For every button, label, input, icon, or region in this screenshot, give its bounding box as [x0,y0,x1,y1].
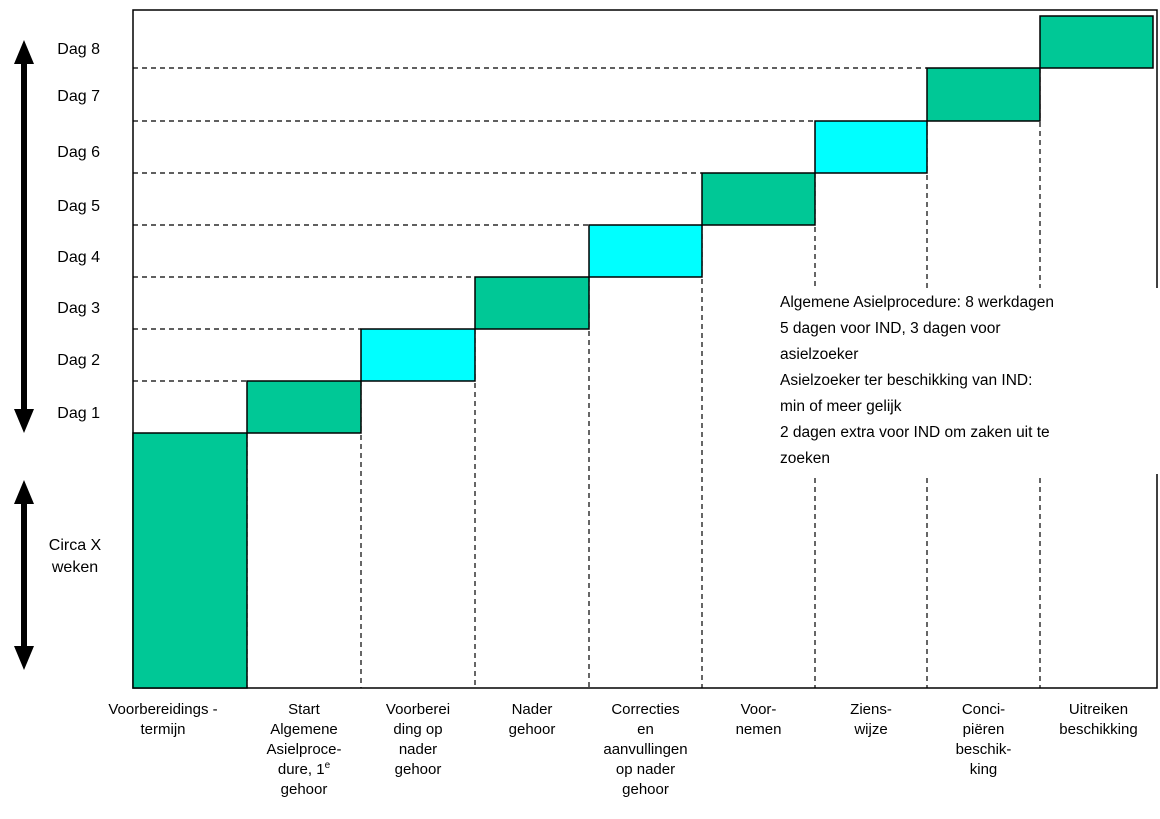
weeks-range-arrow [14,480,34,670]
stage-block [588,224,703,278]
stage-label-text: termijn [140,721,186,738]
stage-label: Conci-piëren beschik-king [924,700,1044,780]
day-range-arrow [14,40,34,433]
procedure-note: Algemene Asielprocedure: 8 werkdagen 5 d… [776,288,1160,474]
stage-block [246,380,362,434]
stage-label-text: op nader [615,761,676,778]
stage-label: Ziens-wijze [811,700,931,740]
stage-label-text: Voor- [740,701,777,718]
stage-label-line: beschikking [1039,720,1159,740]
stage-label-text: ding op [393,721,443,738]
stage-label-line: nader [358,740,478,760]
stage-label-line: ding op [358,720,478,740]
stage-label-text: gehoor [280,781,328,798]
day-label: Dag 3 [57,300,100,317]
stage-label-line: Conci- [924,700,1044,720]
note-line: zoeken [780,450,830,467]
stage-label-line: en [586,720,706,740]
stage-block [701,172,816,226]
stage-block [926,67,1041,122]
stage-label-line: Voor- [699,700,819,720]
stage-label-text: piëren [962,721,1005,738]
stage-label: Voorbereidings - termijn [103,700,223,740]
day-label: Dag 2 [57,352,100,369]
stage-label-line: Voorbereidings - [103,700,223,720]
day-label: Dag 7 [57,88,100,105]
weeks-label-line2: weken [51,559,99,576]
stage-label-line: op nader [586,760,706,780]
stage-label-text: Algemene [270,721,338,738]
stage-label-line: king [924,760,1044,780]
stage-label-line: Correcties [586,700,706,720]
note-line: Algemene Asielprocedure: 8 werkdagen [780,294,1055,311]
stage-label-line: Start [244,700,364,720]
stage-label-line: aanvullingen [586,740,706,760]
stage-label-text: Ziens- [850,701,892,718]
stage-label-line: gehoor [586,780,706,800]
stage-label-line: Voorberei [358,700,478,720]
stage-label-text: Voorberei [385,701,451,718]
stage-label-text: Correcties [611,701,680,718]
stage-label-line: wijze [811,720,931,740]
stage-label: Start Algemene Asielproce-dure, 1e gehoor [244,700,364,800]
stage-label-line: piëren [924,720,1044,740]
stage-block [360,328,476,382]
stage-label: Nader gehoor [472,700,592,740]
stage-label-text: gehoor [508,721,556,738]
stage-label-text: Nader [511,701,553,718]
note-line: 2 dagen extra voor IND om zaken uit te [780,424,1050,441]
stage-label-text: wijze [854,721,888,738]
stage-block [1039,15,1154,69]
stage-label-text: Asielproce- [266,741,342,758]
stage-label-text: aanvullingen [603,741,688,758]
stage-block [474,276,590,330]
stage-block [132,432,248,689]
stage-label-line: Nader [472,700,592,720]
stage-label-line: termijn [103,720,223,740]
stage-label-line: Ziens- [811,700,931,720]
stage-label-line: Asielproce- [244,740,364,760]
stage-label-line: gehoor [472,720,592,740]
superscript: e [324,760,331,771]
stage-label: Uitreiken beschikking [1039,700,1159,740]
stage-label-text: Conci- [961,701,1006,718]
stage-label-line: gehoor [244,780,364,800]
stage-label-text: Start [288,701,320,718]
stage-label: Correcties en aanvullingen op nader gehoor [586,700,706,800]
stage-label-line: dure, 1e [244,760,364,780]
note-line: 5 dagen voor IND, 3 dagen voor [780,320,1001,337]
note-line: Asielzoeker ter beschikking van IND: [780,372,1033,389]
weeks-label-line1: Circa X [48,537,102,554]
stage-blocks [132,15,1154,689]
stage-label-text: en [637,721,654,738]
stage-label-line: nemen [699,720,819,740]
day-label: Dag 4 [57,249,100,266]
stage-label-text: beschikking [1059,721,1138,738]
stage-label-text: beschik- [955,741,1012,758]
stage-label-line: Uitreiken [1039,700,1159,720]
stage-block [814,120,928,174]
note-line: min of meer gelijk [780,398,902,415]
stage-label-text: Uitreiken [1068,701,1129,718]
day-label: Dag 1 [57,405,100,422]
weeks-label: Circa X weken [40,535,110,579]
stage-label-text: nemen [735,721,782,738]
stage-label-text: nader [398,741,438,758]
stage-label: Voorberei ding op nader gehoor [358,700,478,780]
stage-label-line: Algemene [244,720,364,740]
stage-label-text: gehoor [394,761,442,778]
stage-label-text: dure, 1 [277,761,325,778]
day-label: Dag 6 [57,144,100,161]
stage-label-text: gehoor [622,781,669,798]
day-label: Dag 5 [57,198,100,215]
stage-label-line: gehoor [358,760,478,780]
day-label: Dag 8 [57,41,100,58]
stage-label: Voor-nemen [699,700,819,740]
stage-label-text: king [969,761,998,778]
stage-label-line: beschik- [924,740,1044,760]
stage-label-text: Voorbereidings - [108,701,218,718]
note-line: asielzoeker [780,346,859,363]
